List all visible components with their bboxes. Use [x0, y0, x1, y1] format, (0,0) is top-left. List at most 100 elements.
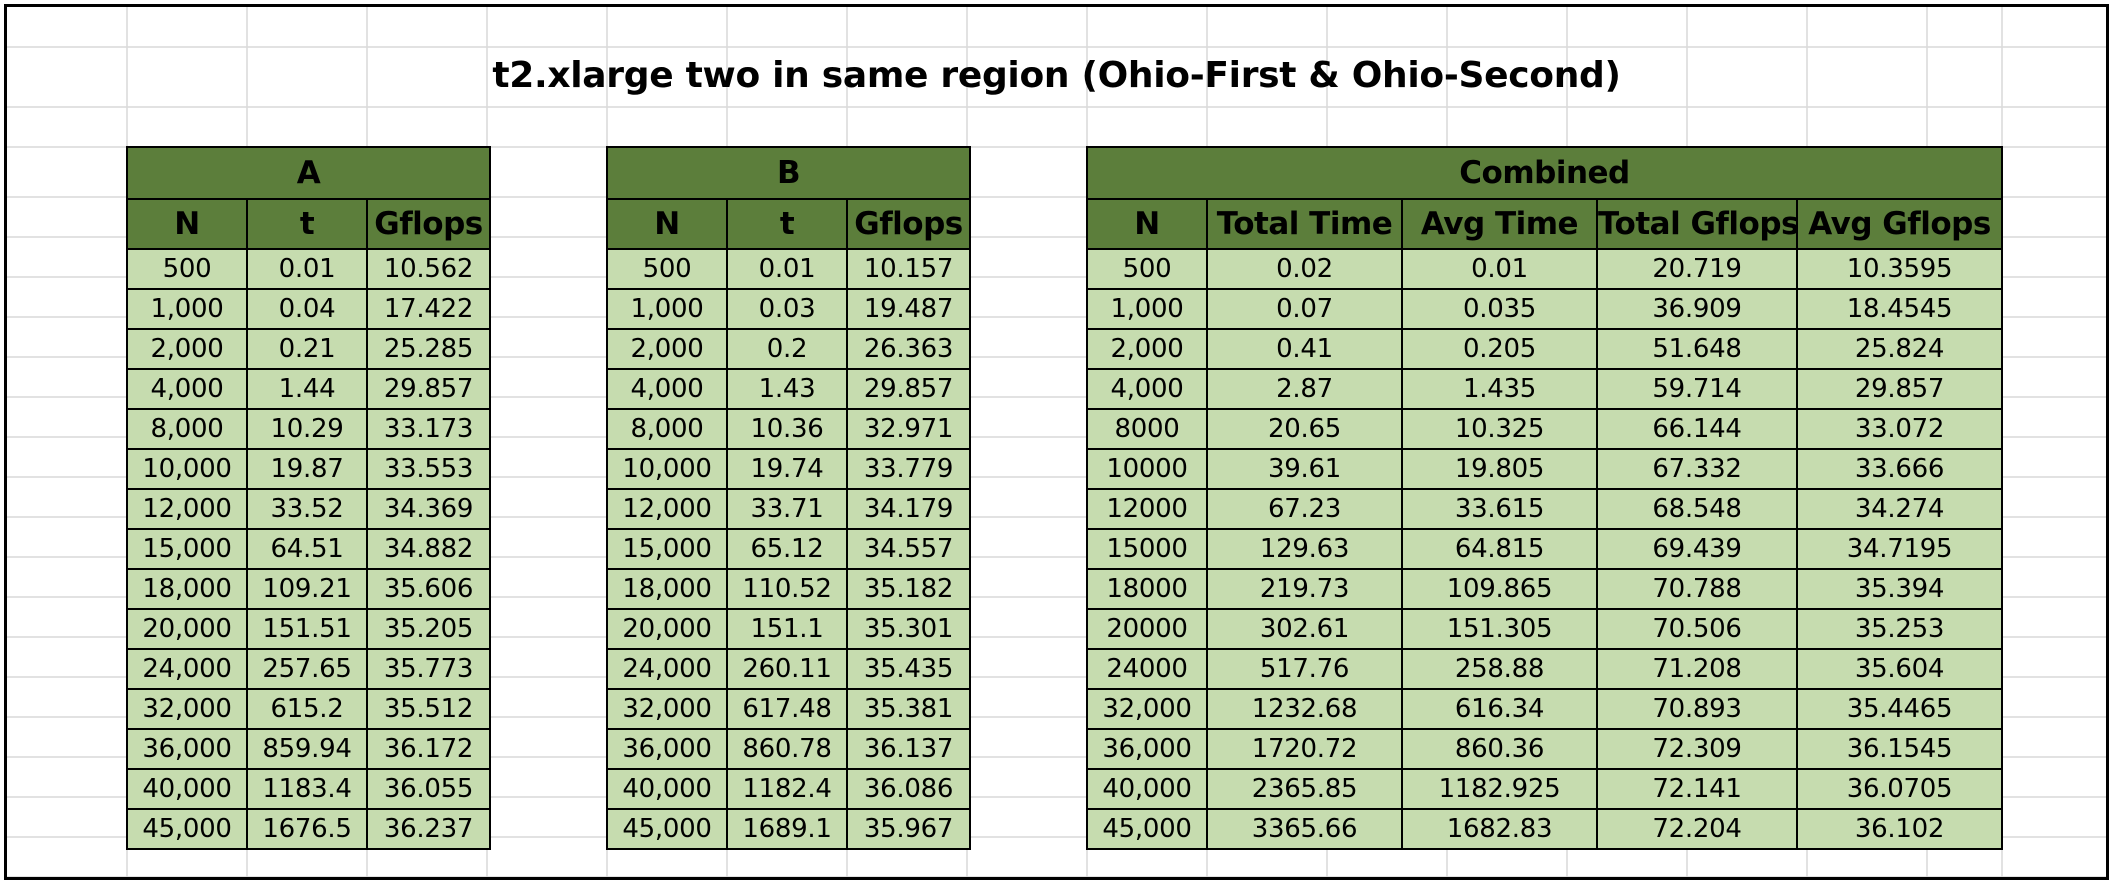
table-cell[interactable]: 33.71 [726, 488, 848, 530]
table-cell[interactable]: 15,000 [606, 528, 728, 570]
table-cell[interactable]: 18,000 [126, 568, 248, 610]
table-cell[interactable]: 2365.85 [1206, 768, 1403, 810]
table-cell[interactable]: 1182.925 [1401, 768, 1598, 810]
table-cell[interactable]: 35.4465 [1795, 688, 2004, 730]
table-cell[interactable]: 36.086 [845, 768, 972, 810]
table-cell[interactable]: 25.285 [366, 328, 491, 370]
table-cell[interactable]: 72.309 [1596, 728, 1798, 770]
table-cell[interactable]: 18000 [1086, 568, 1208, 610]
table-cell[interactable]: 25.824 [1795, 328, 2004, 370]
table-cell[interactable]: 10.325 [1401, 408, 1598, 450]
table-cell[interactable]: 36.102 [1795, 808, 2004, 850]
table-cell[interactable]: 72.204 [1596, 808, 1798, 850]
table-cell[interactable]: 1183.4 [246, 768, 368, 810]
table-cell[interactable]: 40,000 [606, 768, 728, 810]
table-cell[interactable]: 15000 [1086, 528, 1208, 570]
table-cell[interactable]: 32,000 [1086, 688, 1208, 730]
table-cell[interactable]: 0.01 [246, 248, 368, 290]
table-cell[interactable]: 1,000 [1086, 288, 1208, 330]
table-cell[interactable]: 33.779 [845, 448, 972, 490]
table-cell[interactable]: 8,000 [126, 408, 248, 450]
table-cell[interactable]: 859.94 [246, 728, 368, 770]
table-cell[interactable]: 68.548 [1596, 488, 1798, 530]
table-cell[interactable]: 1676.5 [246, 808, 368, 850]
table-cell[interactable]: 17.422 [366, 288, 491, 330]
table-cell[interactable]: 10.36 [726, 408, 848, 450]
table-cell[interactable]: 10.29 [246, 408, 368, 450]
table-cell[interactable]: 19.87 [246, 448, 368, 490]
table-cell[interactable]: 20.65 [1206, 408, 1403, 450]
table-cell[interactable]: 35.512 [366, 688, 491, 730]
table-cell[interactable]: 35.435 [845, 648, 972, 690]
table-cell[interactable]: 45,000 [606, 808, 728, 850]
table-cell[interactable]: 15,000 [126, 528, 248, 570]
table-cell[interactable]: 36.1545 [1795, 728, 2004, 770]
table-cell[interactable]: 260.11 [726, 648, 848, 690]
table-cell[interactable]: 69.439 [1596, 528, 1798, 570]
table-cell[interactable]: 36.055 [366, 768, 491, 810]
table-cell[interactable]: 39.61 [1206, 448, 1403, 490]
table-cell[interactable]: 34.179 [845, 488, 972, 530]
table-cell[interactable]: 70.893 [1596, 688, 1798, 730]
table-cell[interactable]: 500 [1086, 248, 1208, 290]
table-cell[interactable]: 615.2 [246, 688, 368, 730]
table-cell[interactable]: 19.74 [726, 448, 848, 490]
table-cell[interactable]: 20000 [1086, 608, 1208, 650]
table-cell[interactable]: 29.857 [366, 368, 491, 410]
table-cell[interactable]: 33.615 [1401, 488, 1598, 530]
table-cell[interactable]: 32.971 [845, 408, 972, 450]
table-cell[interactable]: 109.21 [246, 568, 368, 610]
table-cell[interactable]: 129.63 [1206, 528, 1403, 570]
table-cell[interactable]: 33.666 [1795, 448, 2004, 490]
table-cell[interactable]: 0.41 [1206, 328, 1403, 370]
table-cell[interactable]: 19.805 [1401, 448, 1598, 490]
table-cell[interactable]: 1720.72 [1206, 728, 1403, 770]
table-cell[interactable]: 32,000 [606, 688, 728, 730]
table-cell[interactable]: 19.487 [845, 288, 972, 330]
table-cell[interactable]: 35.606 [366, 568, 491, 610]
table-cell[interactable]: 258.88 [1401, 648, 1598, 690]
table-cell[interactable]: 0.01 [726, 248, 848, 290]
table-cell[interactable]: 12,000 [606, 488, 728, 530]
table-cell[interactable]: 4,000 [1086, 368, 1208, 410]
table-cell[interactable]: 36.172 [366, 728, 491, 770]
table-cell[interactable]: 36,000 [1086, 728, 1208, 770]
table-cell[interactable]: 1182.4 [726, 768, 848, 810]
table-cell[interactable]: 34.882 [366, 528, 491, 570]
table-cell[interactable]: 35.205 [366, 608, 491, 650]
table-cell[interactable]: 29.857 [1795, 368, 2004, 410]
table-cell[interactable]: 10.3595 [1795, 248, 2004, 290]
table-cell[interactable]: 1682.83 [1401, 808, 1598, 850]
table-cell[interactable]: 70.788 [1596, 568, 1798, 610]
table-cell[interactable]: 40,000 [1086, 768, 1208, 810]
table-cell[interactable]: 1,000 [606, 288, 728, 330]
table-cell[interactable]: 151.51 [246, 608, 368, 650]
table-cell[interactable]: 860.78 [726, 728, 848, 770]
table-cell[interactable]: 8000 [1086, 408, 1208, 450]
table-cell[interactable]: 257.65 [246, 648, 368, 690]
table-cell[interactable]: 33.072 [1795, 408, 2004, 450]
table-cell[interactable]: 0.21 [246, 328, 368, 370]
table-cell[interactable]: 2,000 [1086, 328, 1208, 370]
table-cell[interactable]: 109.865 [1401, 568, 1598, 610]
table-cell[interactable]: 36,000 [606, 728, 728, 770]
table-cell[interactable]: 34.274 [1795, 488, 2004, 530]
table-cell[interactable]: 35.394 [1795, 568, 2004, 610]
table-cell[interactable]: 36.909 [1596, 288, 1798, 330]
table-cell[interactable]: 12,000 [126, 488, 248, 530]
table-cell[interactable]: 10000 [1086, 448, 1208, 490]
table-cell[interactable]: 35.604 [1795, 648, 2004, 690]
table-cell[interactable]: 24,000 [126, 648, 248, 690]
table-cell[interactable]: 67.332 [1596, 448, 1798, 490]
table-cell[interactable]: 20,000 [126, 608, 248, 650]
table-cell[interactable]: 18,000 [606, 568, 728, 610]
table-cell[interactable]: 51.648 [1596, 328, 1798, 370]
table-cell[interactable]: 35.773 [366, 648, 491, 690]
table-cell[interactable]: 2,000 [126, 328, 248, 370]
table-cell[interactable]: 500 [126, 248, 248, 290]
table-cell[interactable]: 0.03 [726, 288, 848, 330]
table-cell[interactable]: 219.73 [1206, 568, 1403, 610]
table-cell[interactable]: 34.7195 [1795, 528, 2004, 570]
table-cell[interactable]: 33.173 [366, 408, 491, 450]
table-cell[interactable]: 860.36 [1401, 728, 1598, 770]
